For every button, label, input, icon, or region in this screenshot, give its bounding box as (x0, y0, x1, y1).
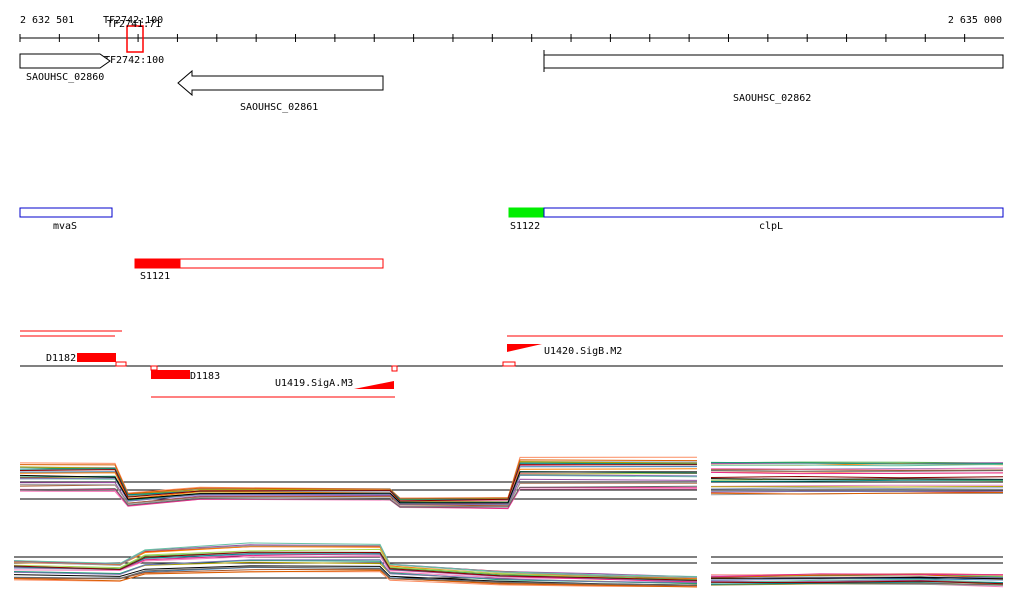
gene-label: SAOUHSC_02862 (733, 93, 811, 104)
expression-trace (710, 574, 1004, 579)
expression-trace (710, 468, 1004, 472)
expression-trace (710, 479, 1004, 482)
expression-trace (710, 470, 1004, 472)
tf-binding-site[interactable]: TF2742:100 TF2741:71 TF2742:100 (103, 15, 164, 66)
expression-trace (710, 461, 1004, 465)
operon-label: S1121 (140, 271, 170, 282)
expression-trace (19, 459, 698, 500)
gene-SAOUHSC_02862[interactable]: SAOUHSC_02862 (543, 50, 1004, 104)
feature-label: U1420.SigB.M2 (544, 346, 622, 357)
expression-lines-2 (13, 542, 1004, 588)
gene-label: SAOUHSC_02860 (26, 72, 104, 83)
feature-U1420-SigB[interactable]: U1420.SigB.M2 (502, 344, 622, 367)
gene-SAOUHSC_02860[interactable]: SAOUHSC_02860 (19, 53, 111, 83)
expression-trace (19, 464, 698, 502)
expression-trace (710, 580, 1004, 585)
tf-label-top1: TF2742:100 (103, 15, 163, 26)
feature-track: D1182 D1183 U1419.SigA.M3 U1420.SigB.M2 (20, 330, 1003, 398)
gene-label: SAOUHSC_02861 (240, 102, 318, 113)
expression-trace (710, 471, 1004, 475)
tf-label-top2: TF2741:71 (107, 19, 161, 30)
tf-label-bottom: TF2742:100 (104, 55, 164, 66)
expression-trace (710, 573, 1004, 578)
operon-label: clpL (759, 221, 783, 232)
expression-trace (710, 463, 1004, 467)
ruler-end-label: 2 635 000 (948, 15, 1002, 26)
expression-trace (19, 478, 698, 506)
ruler-ticks (19, 34, 966, 42)
expression-lines-1 (19, 456, 1004, 510)
expression-trace (710, 478, 1004, 480)
expression-trace (710, 475, 1004, 479)
operon-label: mvaS (53, 221, 77, 232)
expression-trace (710, 578, 1004, 584)
expression-trace (710, 487, 1004, 490)
gene-SAOUHSC_02861[interactable]: SAOUHSC_02861 (177, 69, 384, 113)
expression-trace (13, 542, 698, 577)
feature-label: D1182 (46, 353, 76, 364)
expression-trace (710, 490, 1004, 493)
expression-trace (19, 474, 698, 505)
expression-trace (13, 566, 698, 586)
feature-D1182[interactable]: D1182 (46, 353, 127, 367)
expression-trace (13, 548, 698, 581)
expression-trace (711, 486, 1004, 488)
feature-label: D1183 (190, 371, 220, 382)
feature-U1419-SigA[interactable]: U1419.SigA.M3 (275, 365, 398, 389)
ruler-start-label: 2 632 501 (20, 15, 74, 26)
expression-track-2 (13, 542, 1004, 588)
expression-trace (13, 559, 698, 583)
feature-D1183[interactable]: D1183 (150, 365, 220, 382)
coordinate-ruler: 2 632 501 2 635 000 (19, 15, 1004, 42)
operon-mvaS[interactable]: mvaS (19, 207, 113, 232)
expression-trace (710, 467, 1004, 470)
expression-trace (19, 482, 698, 508)
operon-S1121[interactable]: S1121 (134, 258, 384, 282)
s1122-label: S1122 (510, 221, 540, 232)
operon-clpL[interactable]: S1122 clpL (508, 207, 1004, 232)
expression-trace (710, 492, 1004, 495)
expression-trace (19, 485, 698, 508)
expression-track-1 (19, 456, 1004, 510)
expression-trace (13, 545, 698, 579)
expression-trace (710, 576, 1004, 580)
feature-label: U1419.SigA.M3 (275, 378, 353, 389)
expression-trace (13, 569, 698, 588)
expression-trace (710, 484, 1003, 487)
expression-trace (13, 551, 698, 581)
expression-trace (19, 471, 698, 504)
